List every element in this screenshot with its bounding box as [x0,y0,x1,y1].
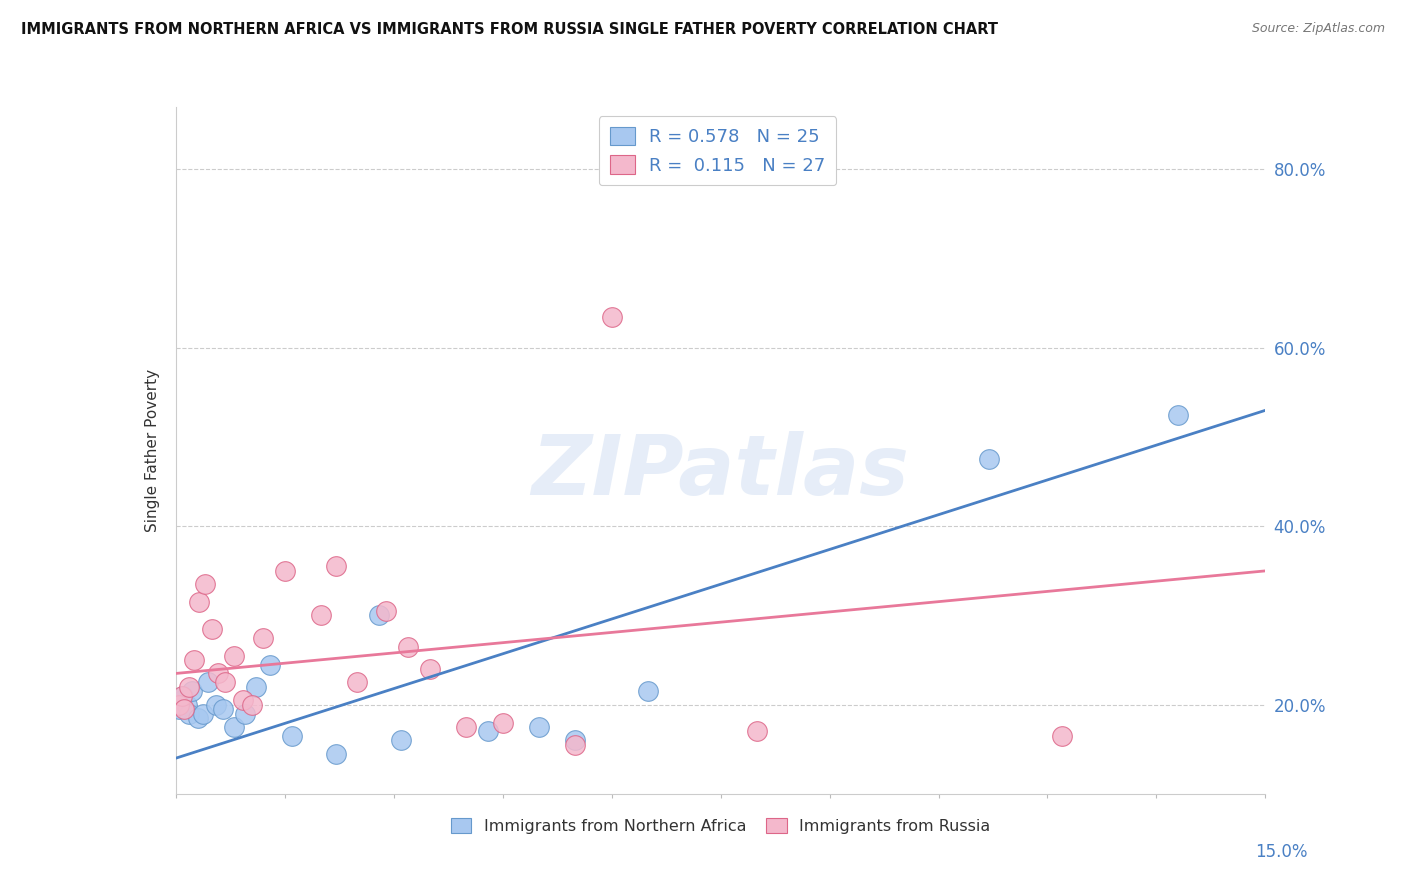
Point [456,720,478,734]
Point [183,653,205,667]
Point [281,729,304,743]
Point [172,689,194,703]
Point [214,675,236,690]
Point [1167,408,1189,422]
Point [389,733,412,747]
Point [177,680,200,694]
Point [193,706,215,721]
Point [176,698,198,712]
Legend: Immigrants from Northern Africa, Immigrants from Russia: Immigrants from Northern Africa, Immigra… [450,818,991,834]
Point [212,702,235,716]
Point [564,733,586,747]
Point [169,702,191,716]
Point [197,675,219,690]
Point [492,715,515,730]
Point [233,706,256,721]
Point [375,604,398,618]
Text: IMMIGRANTS FROM NORTHERN AFRICA VS IMMIGRANTS FROM RUSSIA SINGLE FATHER POVERTY : IMMIGRANTS FROM NORTHERN AFRICA VS IMMIG… [21,22,998,37]
Point [194,577,217,591]
Point [368,608,391,623]
Point [173,702,195,716]
Point [188,595,211,609]
Point [346,675,368,690]
Point [600,310,623,324]
Point [309,608,332,623]
Point [245,680,267,694]
Point [170,689,193,703]
Point [419,662,441,676]
Point [745,724,768,739]
Point [564,738,586,752]
Point [177,706,200,721]
Point [396,640,419,654]
Point [325,559,347,574]
Point [240,698,263,712]
Point [170,693,193,707]
Point [527,720,550,734]
Text: 15.0%: 15.0% [1256,843,1308,861]
Point [477,724,499,739]
Text: ZIPatlas: ZIPatlas [531,431,910,512]
Point [325,747,347,761]
Point [232,693,254,707]
Point [222,648,245,663]
Point [259,657,281,672]
Text: Source: ZipAtlas.com: Source: ZipAtlas.com [1251,22,1385,36]
Point [979,452,1001,467]
Y-axis label: Single Father Poverty: Single Father Poverty [145,369,160,532]
Point [1050,729,1073,743]
Point [637,684,659,698]
Point [274,564,297,578]
Point [252,631,274,645]
Point [201,622,224,636]
Point [180,684,202,698]
Point [186,711,209,725]
Point [169,698,191,712]
Point [222,720,245,734]
Point [207,666,229,681]
Point [204,698,226,712]
